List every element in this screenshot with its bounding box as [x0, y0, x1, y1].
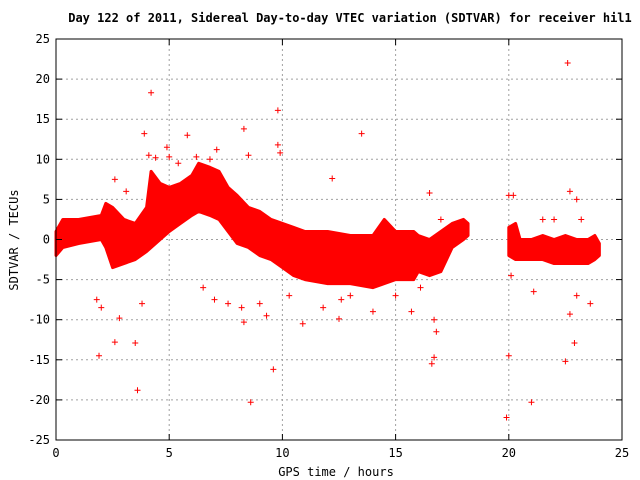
outlier-point	[417, 284, 424, 291]
outlier-point	[240, 125, 247, 132]
outlier-point	[571, 339, 578, 346]
outlier-point	[98, 304, 105, 311]
outlier-point	[433, 328, 440, 335]
outlier-point	[286, 292, 293, 299]
outlier-point	[111, 339, 118, 346]
outlier-point	[539, 216, 546, 223]
outlier-point	[392, 292, 399, 299]
outlier-point	[329, 175, 336, 182]
y-tick-label: -5	[36, 273, 50, 287]
y-axis-label: SDTVAR / TECUs	[7, 189, 21, 290]
outlier-point	[573, 196, 580, 203]
outlier-point	[123, 188, 130, 195]
x-tick-label: 0	[52, 446, 59, 460]
outlier-point	[206, 156, 213, 163]
outlier-point	[193, 153, 200, 160]
outlier-point	[551, 216, 558, 223]
outlier-point	[587, 300, 594, 307]
outlier-point	[200, 284, 207, 291]
outlier-point	[510, 192, 517, 199]
outlier-point	[152, 154, 159, 161]
outlier-point	[145, 152, 152, 159]
outlier-point	[148, 89, 155, 96]
outlier-point	[358, 130, 365, 137]
outlier-point	[573, 292, 580, 299]
outlier-point	[369, 308, 376, 315]
outlier-point	[530, 288, 537, 295]
outlier-point	[274, 141, 281, 148]
outlier-point	[299, 320, 306, 327]
y-tick-label: 25	[36, 32, 50, 46]
y-tick-label: 0	[43, 233, 50, 247]
outlier-point	[431, 354, 438, 361]
x-tick-label: 5	[166, 446, 173, 460]
data-band	[54, 161, 601, 290]
outlier-point	[238, 304, 245, 311]
outlier-point	[256, 300, 263, 307]
outlier-point	[562, 358, 569, 365]
outlier-point	[505, 352, 512, 359]
outlier-point	[175, 160, 182, 167]
outlier-point	[111, 176, 118, 183]
axis-ticks: 0 5 10 15 20 25 25 20 15 10 5 0 -5 -10 -15 -20 -25	[28, 32, 629, 460]
y-tick-label: -25	[28, 433, 50, 447]
outlier-point	[578, 216, 585, 223]
outlier-point	[566, 188, 573, 195]
outlier-point	[116, 315, 123, 322]
outlier-point	[213, 146, 220, 153]
x-axis-label: GPS time / hours	[278, 465, 394, 479]
outlier-point	[163, 144, 170, 151]
outlier-point	[166, 153, 173, 160]
outlier-point	[338, 296, 345, 303]
y-tick-label: 5	[43, 192, 50, 206]
outlier-point	[134, 387, 141, 394]
outlier-point	[245, 152, 252, 159]
outlier-point	[225, 300, 232, 307]
y-tick-label: 20	[36, 72, 50, 86]
y-tick-label: -10	[28, 313, 50, 327]
x-tick-label: 20	[502, 446, 516, 460]
outlier-point	[528, 399, 535, 406]
outlier-point	[336, 315, 342, 322]
outlier-point	[184, 132, 191, 139]
outlier-point	[139, 300, 146, 307]
outlier-point	[503, 414, 510, 421]
data-band-late	[507, 221, 601, 266]
outlier-point	[270, 366, 277, 373]
outlier-point	[508, 272, 515, 279]
outlier-point	[96, 352, 103, 359]
outlier-point	[437, 216, 444, 223]
outlier-point	[426, 189, 433, 196]
outlier-point	[93, 296, 100, 303]
outlier-points	[93, 60, 594, 421]
chart-title: Day 122 of 2011, Sidereal Day-to-day VTE…	[68, 11, 632, 25]
outlier-point	[247, 399, 254, 406]
outlier-point	[211, 296, 218, 303]
outlier-point	[277, 149, 284, 156]
outlier-point	[141, 130, 148, 137]
x-tick-label: 15	[388, 446, 402, 460]
outlier-point	[431, 316, 438, 323]
outlier-point	[566, 311, 573, 318]
y-tick-label: -15	[28, 353, 50, 367]
x-tick-label: 25	[615, 446, 629, 460]
outlier-point	[347, 292, 354, 299]
outlier-point	[132, 339, 139, 346]
outlier-point	[408, 308, 415, 315]
data-band-main	[54, 161, 470, 290]
y-tick-label: 10	[36, 152, 50, 166]
y-tick-label: 15	[36, 112, 50, 126]
outlier-point	[320, 304, 327, 311]
outlier-point	[274, 107, 281, 114]
x-tick-label: 10	[275, 446, 289, 460]
outlier-point	[263, 312, 270, 319]
outlier-point	[428, 360, 435, 367]
y-tick-label: -20	[28, 393, 50, 407]
outlier-point	[564, 60, 571, 67]
outlier-point	[240, 319, 247, 326]
